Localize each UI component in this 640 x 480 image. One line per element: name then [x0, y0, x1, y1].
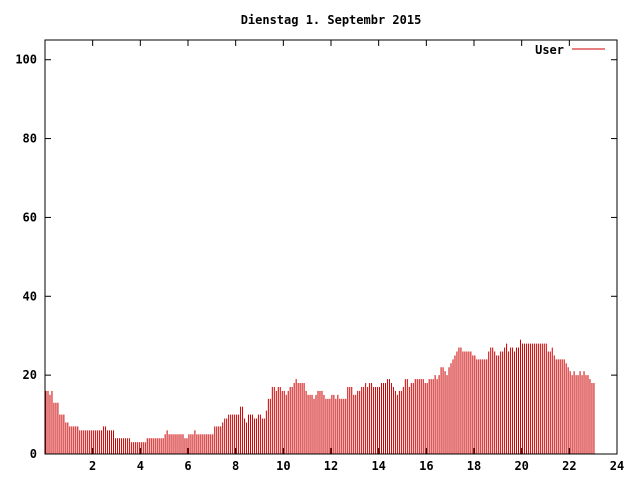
x-tick-label: 20 — [514, 459, 528, 473]
y-tick-label: 60 — [23, 210, 37, 224]
x-tick-label: 22 — [562, 459, 576, 473]
x-tick-label: 8 — [232, 459, 239, 473]
x-tick-label: 6 — [184, 459, 191, 473]
legend: User — [535, 43, 605, 57]
y-tick-label: 80 — [23, 132, 37, 146]
x-tick-label: 18 — [467, 459, 481, 473]
chart-title: Dienstag 1. Septembr 2015 — [241, 13, 422, 27]
x-tick-label: 4 — [137, 459, 144, 473]
y-tick-label: 100 — [15, 53, 37, 67]
x-tick-label: 16 — [419, 459, 433, 473]
y-tick-label: 40 — [23, 289, 37, 303]
y-tick-label: 0 — [30, 447, 37, 461]
plot-border — [44, 39, 618, 455]
x-tick-label: 12 — [324, 459, 338, 473]
y-tick-label: 20 — [23, 368, 37, 382]
x-tick-label: 2 — [89, 459, 96, 473]
legend-label-user: User — [535, 43, 564, 57]
x-tick-label: 10 — [276, 459, 290, 473]
x-tick-label: 24 — [610, 459, 624, 473]
x-tick-label: 14 — [371, 459, 385, 473]
bar-series-user — [45, 339, 595, 454]
